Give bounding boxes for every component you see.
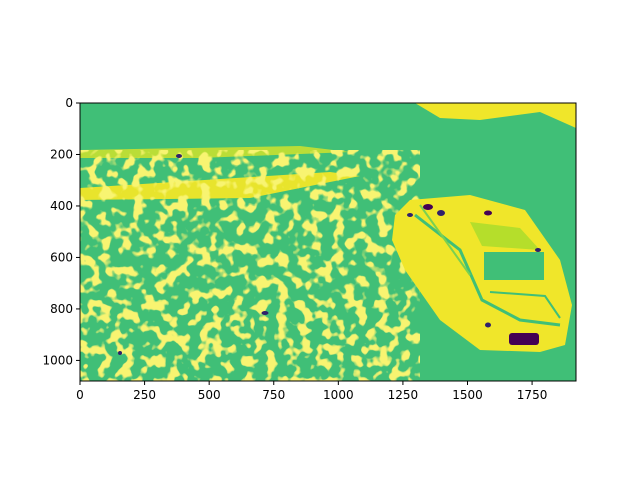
x-tick-label: 1500 xyxy=(452,388,483,402)
x-tick-label: 1250 xyxy=(388,388,419,402)
x-tick-label: 1750 xyxy=(517,388,548,402)
car-body xyxy=(392,195,572,352)
y-tick-label: 800 xyxy=(50,302,73,316)
x-tick-label: 750 xyxy=(262,388,285,402)
x-tick-label: 0 xyxy=(76,388,84,402)
plot-frame xyxy=(79,102,577,382)
dark-spot xyxy=(261,311,269,315)
x-axis: 0 250 500 750 1000 1250 1500 1750 xyxy=(76,381,547,402)
dark-spot xyxy=(437,210,445,216)
license-plate xyxy=(509,333,539,345)
car-rear-window xyxy=(484,252,544,280)
dark-spot xyxy=(485,322,491,328)
x-tick-label: 1000 xyxy=(323,388,354,402)
speckle-region-2 xyxy=(80,300,410,381)
y-tick-label: 400 xyxy=(50,199,73,213)
heatmap-image xyxy=(80,103,576,381)
car-window xyxy=(470,222,540,250)
dark-spot xyxy=(176,154,182,158)
dark-spot xyxy=(407,213,413,217)
road-edge-top xyxy=(415,103,576,128)
car-side-line xyxy=(419,204,471,276)
y-tick-label: 0 xyxy=(65,96,73,110)
dark-spot xyxy=(484,210,492,216)
x-tick-label: 500 xyxy=(198,388,221,402)
y-tick-label: 200 xyxy=(50,147,73,161)
x-tick-label: 250 xyxy=(133,388,156,402)
y-tick-label: 600 xyxy=(50,250,73,264)
car-trunk-line xyxy=(489,291,561,319)
y-tick-label: 1000 xyxy=(42,353,73,367)
dark-spot xyxy=(423,204,433,210)
dark-spot xyxy=(118,351,122,355)
y-axis: 0 200 400 600 800 1000 xyxy=(42,96,80,367)
dark-spot xyxy=(535,248,541,252)
